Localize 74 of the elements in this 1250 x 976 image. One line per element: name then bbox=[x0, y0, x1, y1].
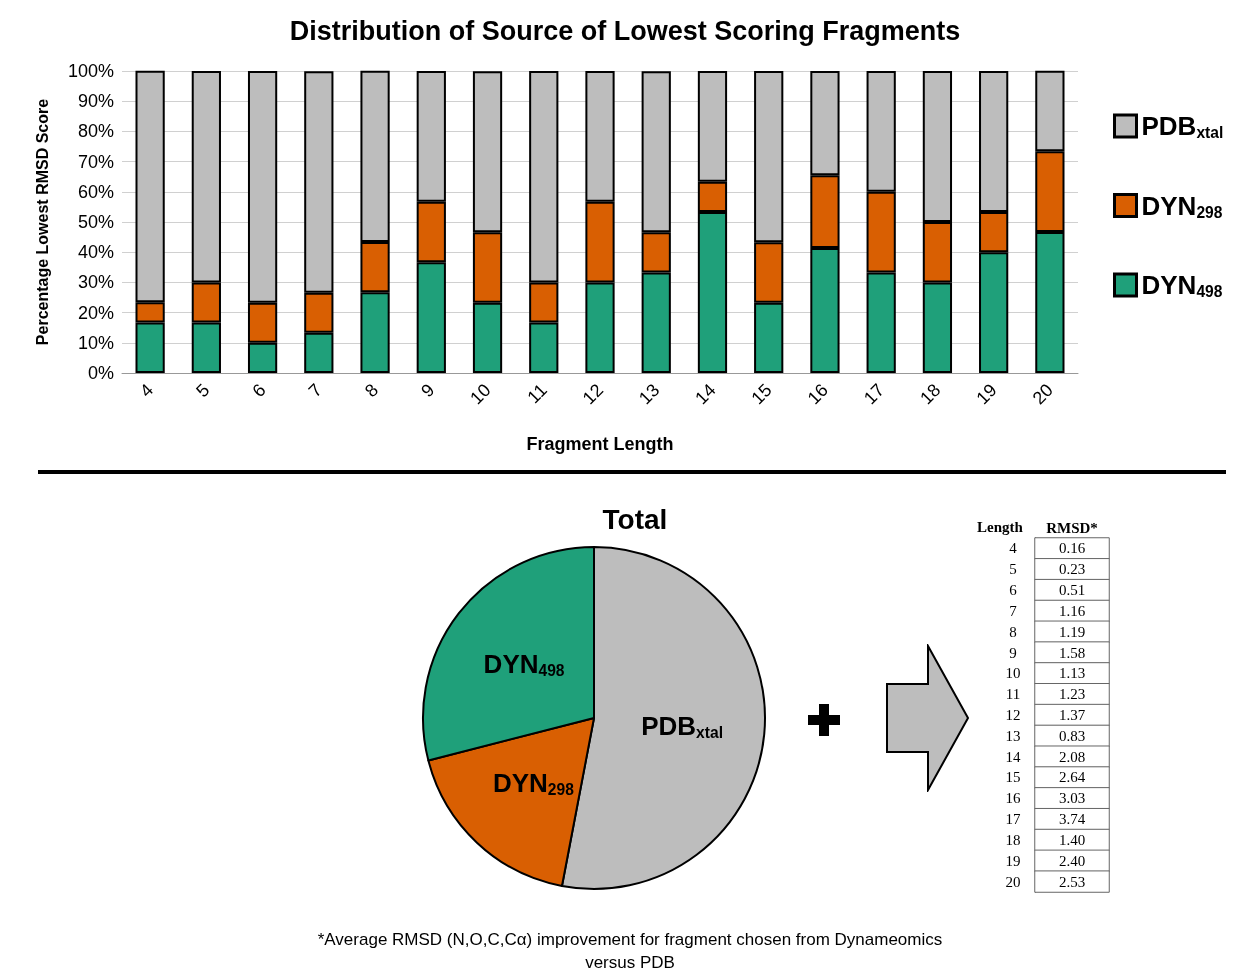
legend-label: DYN298 bbox=[1141, 190, 1223, 221]
y-tick-label: 4 bbox=[1009, 540, 1018, 557]
x-tick-label: 7 bbox=[304, 379, 326, 402]
x-tick-label: RMSD* bbox=[1046, 519, 1098, 536]
y-tick-label: 10 bbox=[1005, 665, 1021, 682]
x-tick-label: 8 bbox=[360, 379, 383, 402]
data-label: 1.23 bbox=[1058, 686, 1086, 703]
x-tick-label: 18 bbox=[916, 379, 945, 409]
data-label: 1.37 bbox=[1058, 707, 1086, 723]
y-tick-label: 60% bbox=[77, 181, 114, 202]
y-tick-label: 9 bbox=[1009, 644, 1017, 661]
y-tick-label: 90% bbox=[77, 91, 114, 112]
data-label: 0.16 bbox=[1058, 540, 1086, 557]
y-tick-label: 7 bbox=[1009, 602, 1018, 619]
x-tick-label: 13 bbox=[635, 379, 664, 409]
x-tick-label: 6 bbox=[248, 379, 270, 402]
legend-label: PDBxtal bbox=[1141, 111, 1224, 141]
y-tick-label: 14 bbox=[1005, 748, 1021, 765]
y-tick-label: 70% bbox=[77, 151, 114, 172]
y-tick-label: 8 bbox=[1009, 623, 1017, 640]
y-tick-label: 19 bbox=[1005, 852, 1021, 869]
x-tick-label: 17 bbox=[859, 379, 889, 409]
x-tick-label: 5 bbox=[192, 379, 214, 402]
chart-title: Total bbox=[602, 503, 668, 535]
data-label: 1.19 bbox=[1058, 623, 1086, 640]
y-tick-label: 5 bbox=[1009, 561, 1017, 578]
data-label: 2.08 bbox=[1058, 748, 1086, 765]
y-tick-label: 11 bbox=[1005, 686, 1021, 703]
data-label: 2.53 bbox=[1058, 873, 1086, 890]
slice-label: DYN298 bbox=[492, 767, 575, 798]
legend-label: DYN498 bbox=[1141, 270, 1223, 300]
y-tick-label: 6 bbox=[1009, 582, 1018, 599]
x-tick-label: 14 bbox=[691, 379, 720, 409]
y-tick-label: 20 bbox=[1005, 873, 1021, 890]
data-label: 1.58 bbox=[1058, 644, 1086, 661]
x-tick-label: 15 bbox=[747, 379, 776, 409]
x-tick-label: 10 bbox=[466, 379, 495, 409]
y-tick-label: 12 bbox=[1005, 707, 1021, 723]
text: *Average RMSD (N,O,C,Cα) improvement for fragment chosen from Dynameomics versus PDB bbox=[316, 929, 944, 974]
y-tick-label: 0% bbox=[87, 363, 114, 383]
y-axis-title: Percentage Lowest RMSD Score bbox=[33, 98, 51, 346]
y-tick-label: 10% bbox=[77, 332, 114, 353]
x-tick-label: 9 bbox=[417, 379, 439, 402]
x-tick-label: 20 bbox=[1028, 379, 1057, 409]
x-tick-label: 16 bbox=[803, 379, 833, 409]
data-label: 0.23 bbox=[1058, 561, 1086, 578]
y-tick-label: 50% bbox=[77, 212, 114, 232]
data-label: 1.16 bbox=[1058, 602, 1086, 619]
chart-title: Distribution of Source of Lowest Scoring Fragments bbox=[289, 15, 961, 46]
y-tick-label: 13 bbox=[1005, 727, 1021, 744]
y-tick-label: 17 bbox=[1005, 811, 1021, 828]
data-label: 3.74 bbox=[1058, 811, 1086, 828]
x-tick-label: 12 bbox=[578, 379, 608, 409]
y-axis-title: Length bbox=[977, 518, 1024, 535]
y-tick-label: 30% bbox=[77, 272, 114, 293]
slice-label: DYN498 bbox=[483, 648, 565, 679]
x-tick-label: 4 bbox=[135, 379, 158, 402]
y-tick-label: 18 bbox=[1005, 831, 1021, 848]
y-tick-label: 40% bbox=[77, 242, 114, 263]
x-tick-label: 11 bbox=[523, 379, 551, 408]
data-label: 1.40 bbox=[1058, 831, 1086, 848]
y-tick-label: 80% bbox=[77, 121, 114, 142]
y-tick-label: 20% bbox=[77, 302, 114, 323]
data-label: 3.03 bbox=[1058, 790, 1086, 807]
data-label: 1.13 bbox=[1058, 665, 1086, 682]
data-label: 0.83 bbox=[1058, 727, 1086, 744]
data-label: 0.51 bbox=[1058, 582, 1086, 599]
x-axis-title: Fragment Length bbox=[526, 434, 674, 454]
data-label: 2.64 bbox=[1058, 769, 1086, 786]
y-tick-label: 16 bbox=[1005, 790, 1021, 807]
data-label: 2.40 bbox=[1058, 852, 1086, 869]
slice-label: PDBxtal bbox=[641, 711, 723, 742]
y-tick-label: 100% bbox=[67, 61, 114, 81]
y-tick-label: 15 bbox=[1005, 769, 1021, 786]
